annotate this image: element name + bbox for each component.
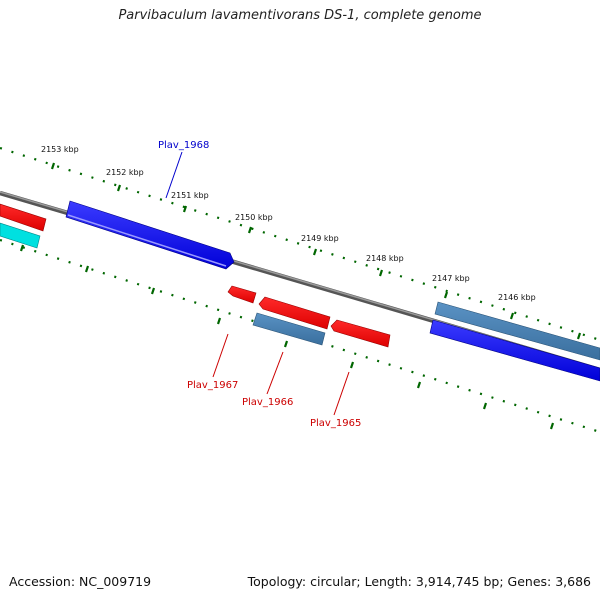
gene-blue-right[interactable] <box>429 319 600 382</box>
gene-plav-1968-shine <box>67 214 227 267</box>
accession-text: Accession: NC_009719 <box>9 574 152 589</box>
tick-label: 2151 kbp <box>171 191 209 200</box>
gene-steel-right[interactable] <box>434 301 600 361</box>
gene-plav-1967[interactable] <box>227 285 257 304</box>
inner-major-ticks <box>19 244 555 430</box>
topology-text: Topology: circular; Length: 3,914,745 bp… <box>247 574 591 589</box>
gene-red-left[interactable] <box>0 203 47 232</box>
tick-label: 2149 kbp <box>301 234 339 243</box>
tick-label: 2148 kbp <box>366 254 404 263</box>
gene-label-plav-1966[interactable]: Plav_1966 <box>242 397 293 408</box>
gene-plav-1968[interactable] <box>65 200 235 270</box>
tick-label: 2146 kbp <box>498 293 536 302</box>
gene-plav-1966-red[interactable] <box>258 296 331 330</box>
outer-major-ticks <box>50 162 582 340</box>
gene-plav-1965[interactable] <box>330 319 391 348</box>
tick-label: 2147 kbp <box>432 274 470 283</box>
gene-label-plav-1967[interactable]: Plav_1967 <box>187 380 238 391</box>
genome-title: Parvibaculum lavamentivorans DS-1, compl… <box>118 8 482 23</box>
gene-label-plav-1965[interactable]: Plav_1965 <box>310 418 361 429</box>
leader-plav-1966 <box>266 351 284 395</box>
gene-steel-1966[interactable] <box>252 312 326 346</box>
gene-cyan-left[interactable] <box>0 222 41 249</box>
leader-plav-1965 <box>333 371 350 416</box>
leader-plav-1968 <box>165 151 183 199</box>
tick-label: 2150 kbp <box>235 213 273 222</box>
leader-plav-1967 <box>212 333 229 378</box>
tick-label: 2152 kbp <box>106 168 144 177</box>
tick-label: 2153 kbp <box>41 145 79 154</box>
tick-labels: 2153 kbp 2152 kbp 2151 kbp 2150 kbp 2149… <box>41 145 536 302</box>
gene-label-plav-1968[interactable]: Plav_1968 <box>158 140 209 151</box>
